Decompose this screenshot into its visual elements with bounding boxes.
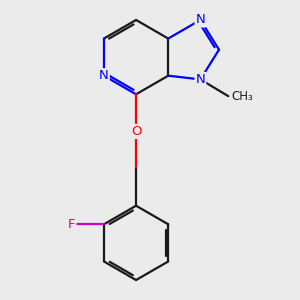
Text: N: N [196,73,205,86]
Text: CH₃: CH₃ [231,90,253,103]
Text: N: N [196,14,205,26]
Text: N: N [99,69,109,82]
Text: O: O [131,125,141,138]
Text: F: F [68,218,76,231]
